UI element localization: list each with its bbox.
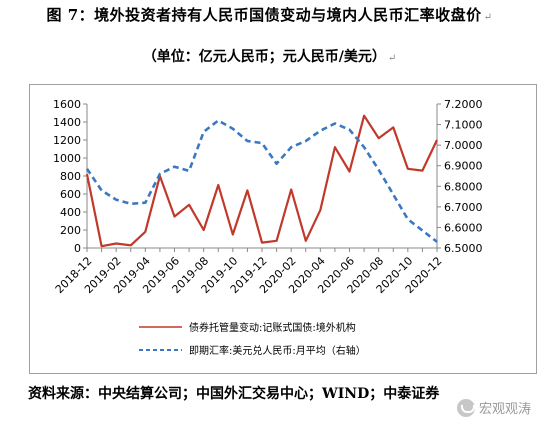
chart-title: 图 7：境外投资者持有人民币国债变动与境内人民币汇率收盘价 ↵ xyxy=(46,6,493,24)
right-tick-label: 6.6000 xyxy=(444,221,483,234)
right-tick-label: 6.8000 xyxy=(444,180,483,193)
legend-label-bond: 债券托管量变动:记账式国债:境外机构 xyxy=(189,321,356,334)
left-tick-label: 1400 xyxy=(53,116,81,129)
watermark-logo-icon xyxy=(456,398,475,417)
right-tick-label: 6.5000 xyxy=(444,242,483,255)
source-note: 资料来源：中央结算公司；中国外汇交易中心；WIND；中泰证券 xyxy=(28,386,440,402)
left-tick-label: 1200 xyxy=(53,134,81,147)
fx-rate-line xyxy=(85,119,438,243)
legend-label-fx: 即期汇率:美元兑人民币:月平均（右轴） xyxy=(189,344,366,357)
right-tick-label: 7.0000 xyxy=(444,139,483,152)
left-tick-label: 400 xyxy=(60,206,81,219)
watermark-text: 宏观观涛 xyxy=(478,402,531,417)
left-tick-label: 1600 xyxy=(53,98,81,111)
right-tick-label: 7.2000 xyxy=(444,98,483,111)
left-tick-label: 600 xyxy=(60,188,81,201)
left-tick-label: 1000 xyxy=(53,152,81,165)
return-mark: ↵ xyxy=(387,53,397,64)
chart-frame xyxy=(29,84,537,374)
left-tick-label: 800 xyxy=(60,170,81,183)
right-tick-label: 6.9000 xyxy=(444,160,483,173)
return-mark: ↵ xyxy=(483,12,493,23)
watermark: 宏观观涛 xyxy=(456,398,531,417)
right-tick-label: 7.1000 xyxy=(444,119,483,132)
right-tick-label: 6.7000 xyxy=(444,201,483,214)
chart-subtitle: （单位：亿元人民币；元人民币/美元） ↵ xyxy=(142,49,397,65)
left-tick-label: 0 xyxy=(74,242,81,255)
left-tick-label: 200 xyxy=(60,224,81,237)
